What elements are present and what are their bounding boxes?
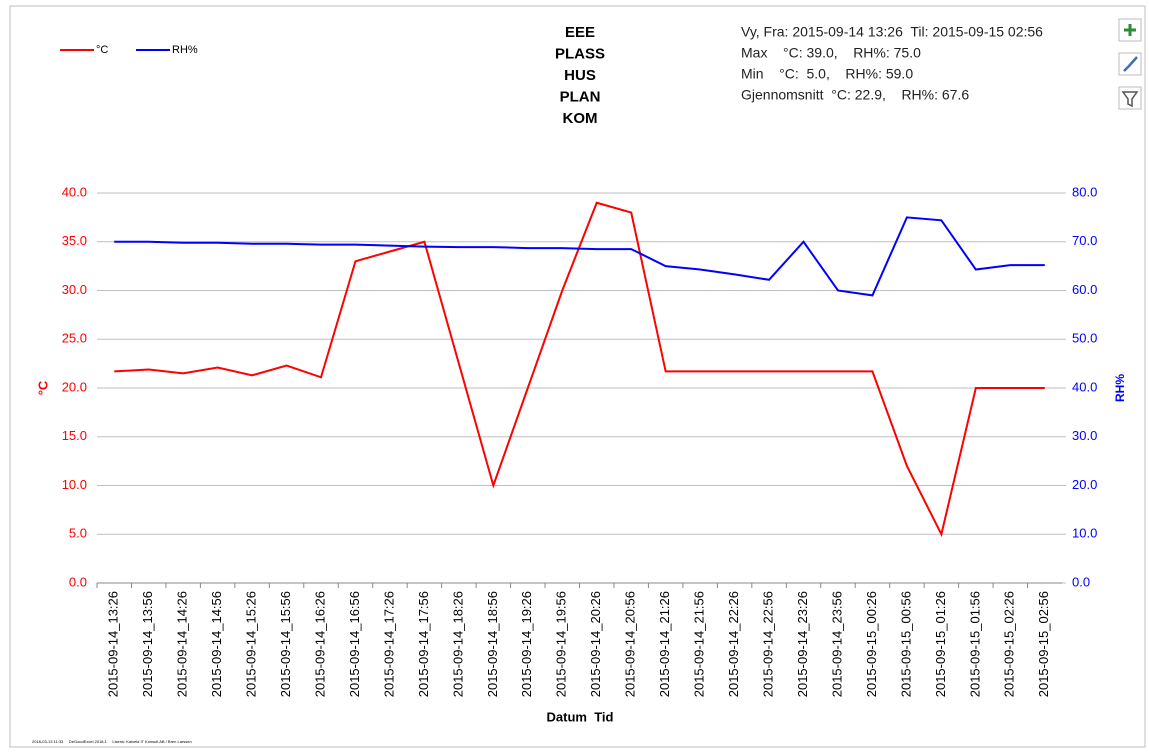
y2-axis-label: RH% [1113, 374, 1127, 402]
y-axis-label: °C [35, 380, 50, 395]
x-tick-label: 2015-09-15_01:56 [967, 591, 982, 697]
title-line: PLASS [555, 45, 605, 62]
x-tick-label: 2015-09-14_17:26 [381, 591, 396, 697]
y-tick-label: 35.0 [62, 233, 87, 248]
y-tick-label: 20.0 [62, 379, 87, 394]
info-line: Vy, Fra: 2015-09-14 13:26 Til: 2015-09-1… [741, 24, 1043, 40]
series-line [114, 216, 1045, 297]
legend-label: RH% [172, 44, 198, 56]
x-tick-label: 2015-09-14_20:56 [623, 591, 638, 697]
y2-tick-label: 60.0 [1072, 282, 1097, 297]
x-tick-label: 2015-09-14_16:56 [347, 591, 362, 697]
x-tick-label: 2015-09-14_16:26 [312, 591, 327, 697]
x-tick-label: 2015-09-14_23:56 [829, 591, 844, 697]
y2-tick-label: 50.0 [1072, 331, 1097, 346]
info-line: Max °C: 39.0, RH%: 75.0 [741, 45, 921, 61]
y2-tick-label: 80.0 [1072, 184, 1097, 199]
series-line [114, 201, 1045, 538]
x-tick-label: 2015-09-14_13:56 [140, 591, 155, 697]
x-tick-label: 2015-09-14_15:26 [244, 591, 259, 697]
y-tick-label: 30.0 [62, 282, 87, 297]
title-line: KOM [563, 110, 598, 127]
y2-tick-label: 40.0 [1072, 379, 1097, 394]
x-tick-label: 2015-09-14_19:56 [554, 591, 569, 697]
y-tick-label: 40.0 [62, 184, 87, 199]
x-tick-label: 2015-09-14_23:26 [795, 591, 810, 697]
x-tick-label: 2015-09-15_02:56 [1036, 591, 1051, 697]
x-tick-label: 2015-09-14_17:56 [416, 591, 431, 697]
y-tick-label: 0.0 [69, 574, 87, 589]
info-line: Min °C: 5.0, RH%: 59.0 [741, 66, 913, 82]
x-tick-label: 2015-09-15_02:26 [1002, 591, 1017, 697]
y-tick-label: 25.0 [62, 331, 87, 346]
y2-tick-label: 0.0 [1072, 574, 1090, 589]
x-tick-label: 2015-09-14_15:56 [278, 591, 293, 697]
y2-tick-label: 30.0 [1072, 428, 1097, 443]
title-line: PLAN [560, 88, 601, 105]
y-tick-label: 10.0 [62, 477, 87, 492]
title-line: EEE [565, 24, 595, 41]
x-tick-label: 2015-09-15_00:56 [898, 591, 913, 697]
chart-frame [9, 5, 1146, 748]
toolbar [1118, 18, 1142, 110]
x-tick-label: 2015-09-14_20:26 [588, 591, 603, 697]
x-axis-label: Datum Tid [547, 709, 614, 724]
x-tick-label: 2015-09-14_18:26 [450, 591, 465, 697]
brush-icon [1123, 56, 1138, 72]
legend-label: °C [96, 44, 108, 56]
x-tick-label: 2015-09-14_21:56 [692, 591, 707, 697]
x-tick-label: 2015-09-15_01:26 [933, 591, 948, 697]
x-tick-label: 2015-09-14_21:26 [657, 591, 672, 697]
x-tick-label: 2015-09-14_19:26 [519, 591, 534, 697]
plus-icon [1124, 24, 1136, 36]
x-tick-label: 2015-09-14_14:26 [175, 591, 190, 697]
y2-tick-label: 20.0 [1072, 477, 1097, 492]
filter-icon [1121, 91, 1139, 108]
x-tick-label: 2015-09-14_13:26 [106, 591, 121, 697]
x-tick-label: 2015-09-14_22:26 [726, 591, 741, 697]
x-tick-label: 2015-09-14_22:56 [760, 591, 775, 697]
footer: 2018-03-13 11:33 DeGoodExcel 2018.1 Lise… [32, 739, 192, 744]
x-tick-label: 2015-09-14_14:56 [209, 591, 224, 697]
y-tick-label: 5.0 [69, 526, 87, 541]
y-tick-label: 15.0 [62, 428, 87, 443]
title-line: HUS [564, 67, 596, 84]
y2-tick-label: 70.0 [1072, 233, 1097, 248]
x-tick-label: 2015-09-15_00:26 [864, 591, 879, 697]
info-line: Gjennomsnitt °C: 22.9, RH%: 67.6 [741, 87, 969, 103]
x-tick-label: 2015-09-14_18:56 [485, 591, 500, 697]
y2-tick-label: 10.0 [1072, 526, 1097, 541]
